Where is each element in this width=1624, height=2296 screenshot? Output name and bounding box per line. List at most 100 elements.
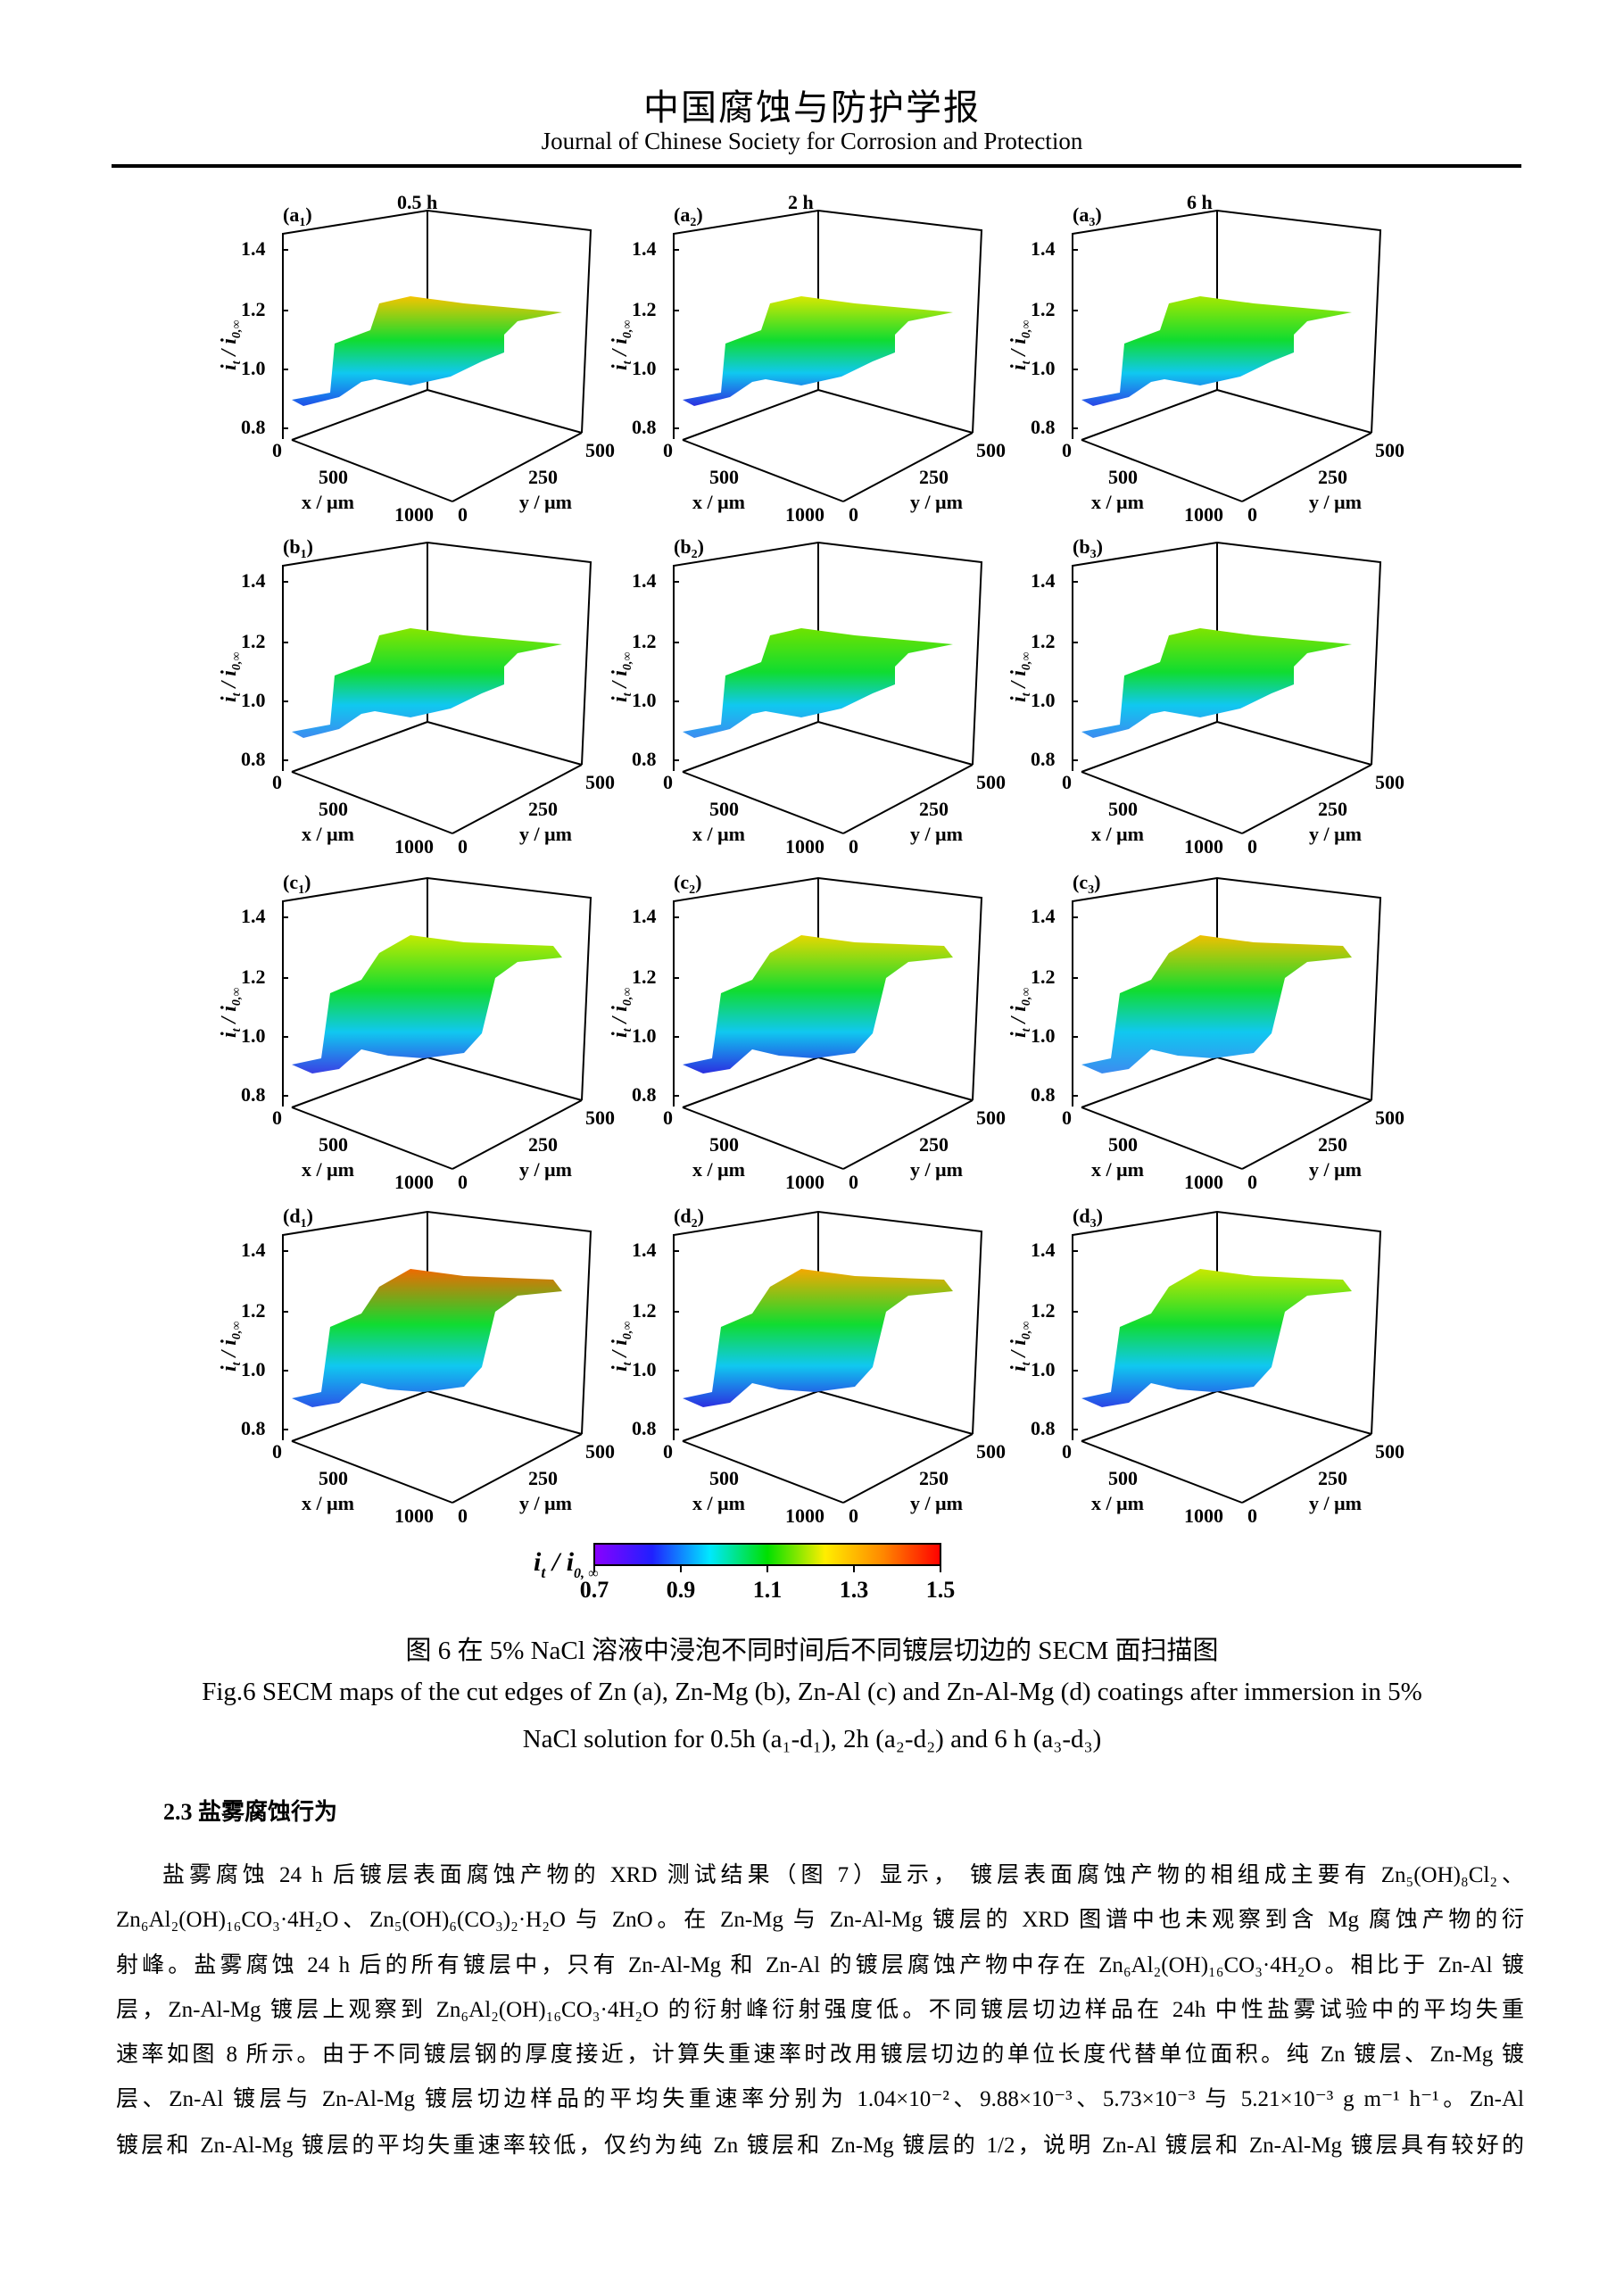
surface-plot [292, 1269, 562, 1407]
z-axis-label: it / i0,∞ [1007, 988, 1033, 1038]
z-tick-label: 1.2 [241, 630, 266, 652]
panel-label: (c3) [1073, 871, 1100, 897]
y-axis-label: y / μm [519, 491, 572, 513]
colorbar-tick-label: 0.7 [580, 1577, 609, 1603]
z-tick-label: 1.4 [1031, 905, 1056, 927]
x-tick-label: 0 [272, 1107, 282, 1129]
z-axis-label: it / i0,∞ [609, 988, 634, 1038]
x-tick-label: 500 [1108, 466, 1138, 488]
surface-plot [292, 628, 562, 738]
z-tick-labels: 1.4 1.2 1.0 0.8 [1031, 569, 1056, 770]
z-tick-labels: 1.4 1.2 1.0 0.8 [632, 905, 657, 1106]
x-tick-label: 1000 [394, 1171, 434, 1193]
z-tick-label: 0.8 [241, 1417, 266, 1439]
z-tick-label: 1.0 [241, 1024, 266, 1047]
z-tick-label: 0.8 [241, 1083, 266, 1106]
surface-panel: (a3) 6 h 1.4 1.2 1.0 0.8 it / i0,∞ 0 500 10… [986, 178, 1405, 526]
axes-box [673, 1210, 983, 1504]
y-tick-label: 250 [528, 798, 558, 820]
surface-plot [683, 1269, 953, 1407]
y-tick-label: 0 [849, 1504, 858, 1527]
y-tick-label: 0 [1247, 1171, 1257, 1193]
x-tick-label: 0 [1062, 771, 1072, 793]
x-tick-label: 0 [663, 439, 673, 461]
panel-label: (c2) [674, 871, 701, 897]
surface-panel: (c3) 1.4 1.2 1.0 0.8 it / i0,∞ 0 500 1000 x… [986, 846, 1405, 1194]
y-tick-label: 250 [1318, 466, 1347, 488]
z-axis-label: it / i0,∞ [218, 988, 244, 1038]
z-tick-label: 1.0 [241, 1358, 266, 1380]
x-tick-label: 1000 [785, 1171, 824, 1193]
z-tick-label: 1.4 [241, 237, 266, 260]
z-tick-label: 0.8 [632, 1083, 657, 1106]
y-tick-label: 500 [585, 1107, 615, 1129]
x-axis-label: x / μm [692, 491, 745, 513]
y-tick-label: 500 [976, 1107, 1006, 1129]
y-tick-label: 250 [1318, 798, 1347, 820]
y-tick-label: 250 [1318, 1133, 1347, 1156]
x-tick-label: 0 [663, 1107, 673, 1129]
surface-plot [683, 296, 953, 406]
y-tick-label: 500 [1375, 771, 1404, 793]
z-tick-label: 1.0 [1031, 689, 1056, 711]
z-tick-label: 1.0 [632, 357, 657, 379]
x-axis-label: x / μm [1091, 823, 1144, 845]
y-axis-label: y / μm [910, 491, 963, 513]
z-axis-label: it / i0,∞ [1007, 1322, 1033, 1372]
z-tick-label: 1.4 [241, 1239, 266, 1261]
colorbar-tick-label: 1.3 [840, 1577, 869, 1603]
z-tick-label: 1.4 [241, 569, 266, 592]
z-tick-label: 1.4 [1031, 569, 1056, 592]
body-line: 盐雾腐蚀 24 h 后镀层表面腐蚀产物的 XRD 测试结果（图 7）显示， 镀层… [162, 1863, 1524, 1887]
y-tick-label: 0 [458, 835, 468, 858]
surface-plot [292, 935, 562, 1073]
body-line: Zn₆Al₂(OH)₁₆CO₃·4H₂O、Zn₅(OH)₆(CO₃)₂·H₂O … [116, 1908, 1524, 1932]
x-tick-label: 500 [319, 798, 348, 820]
surface-plot [292, 296, 562, 406]
z-tick-label: 1.4 [241, 905, 266, 927]
z-axis-label: it / i0,∞ [609, 1322, 634, 1372]
x-tick-label: 0 [1062, 1107, 1072, 1129]
z-tick-label: 1.0 [241, 689, 266, 711]
z-tick-label: 1.4 [1031, 1239, 1056, 1261]
y-tick-label: 0 [458, 1171, 468, 1193]
x-tick-label: 0 [272, 771, 282, 793]
y-axis-label: y / μm [1309, 1492, 1362, 1514]
panel-label: (b3) [1073, 535, 1103, 561]
x-tick-label: 1000 [785, 835, 824, 858]
z-tick-labels: 1.4 1.2 1.0 0.8 [1031, 237, 1056, 438]
y-tick-label: 500 [585, 1440, 615, 1463]
z-tick-label: 0.8 [241, 748, 266, 770]
z-tick-label: 0.8 [1031, 1083, 1056, 1106]
x-tick-label: 0 [1062, 1440, 1072, 1463]
z-tick-labels: 1.4 1.2 1.0 0.8 [241, 569, 266, 770]
x-tick-label: 1000 [394, 835, 434, 858]
y-tick-label: 0 [1247, 1504, 1257, 1527]
z-tick-label: 1.0 [632, 1358, 657, 1380]
z-tick-labels: 1.4 1.2 1.0 0.8 [632, 569, 657, 770]
surface-panel: (d2) 1.4 1.2 1.0 0.8 it / i0,∞ 0 500 1000 x… [587, 1180, 1007, 1528]
z-tick-label: 1.0 [241, 357, 266, 379]
y-tick-label: 250 [919, 798, 949, 820]
x-tick-label: 500 [709, 1133, 739, 1156]
y-tick-label: 500 [585, 439, 615, 461]
x-axis-label: x / μm [302, 491, 354, 513]
z-tick-label: 1.0 [1031, 1024, 1056, 1047]
y-tick-label: 250 [919, 466, 949, 488]
y-tick-label: 500 [585, 771, 615, 793]
body-line: 层，Zn-Al-Mg 镀层上观察到 Zn₆Al₂(OH)₁₆CO₃·4H₂O 的… [116, 1998, 1524, 2022]
surface-panel: (c2) 1.4 1.2 1.0 0.8 it / i0,∞ 0 500 1000 x… [587, 846, 1007, 1194]
y-axis-label: y / μm [1309, 1158, 1362, 1181]
y-tick-label: 500 [976, 771, 1006, 793]
x-axis-label: x / μm [1091, 1492, 1144, 1514]
surface-panel: (a2) 2 h 1.4 1.2 1.0 0.8 it / i0,∞ 0 500 10… [587, 178, 1007, 526]
z-tick-label: 1.0 [632, 1024, 657, 1047]
panel-label: (d3) [1073, 1205, 1103, 1231]
z-tick-label: 1.4 [632, 905, 657, 927]
z-axis-label: it / i0,∞ [218, 320, 244, 370]
y-tick-label: 0 [458, 503, 468, 526]
x-tick-label: 1000 [394, 503, 434, 526]
y-tick-label: 250 [528, 1133, 558, 1156]
x-tick-label: 1000 [1184, 1171, 1223, 1193]
panel-label: (a2) [674, 203, 703, 229]
